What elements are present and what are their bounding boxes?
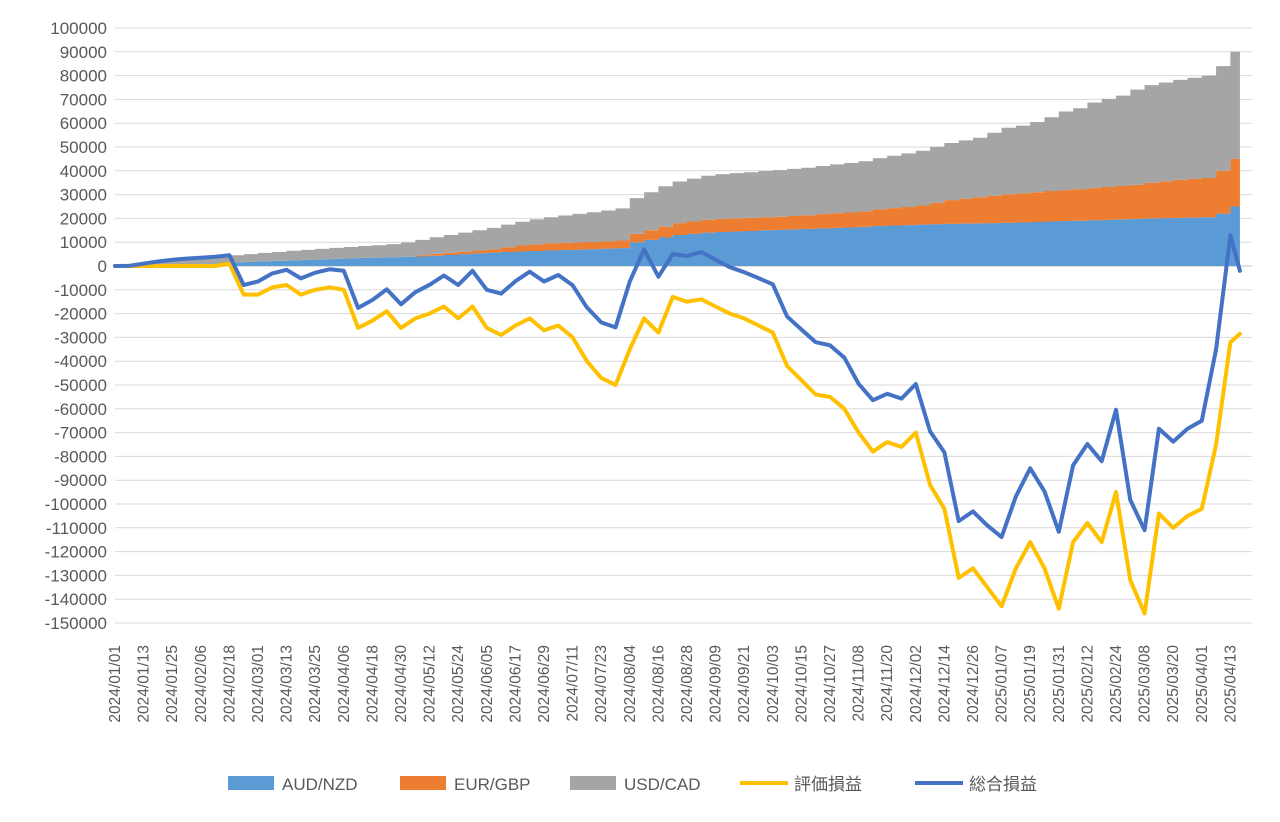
- x-tick-label: 2025/02/24: [1108, 645, 1125, 723]
- x-tick-label: 2024/02/18: [221, 645, 238, 723]
- x-tick-label: 2024/12/02: [908, 645, 925, 723]
- y-tick-label: -100000: [45, 495, 107, 514]
- x-tick-label: 2025/01/19: [1022, 645, 1039, 723]
- legend-item: 評価損益: [740, 775, 862, 794]
- y-tick-label: -20000: [54, 305, 107, 324]
- line-series-total-pnl: [113, 233, 1242, 540]
- y-tick-label: 70000: [60, 90, 107, 109]
- legend-swatch: [400, 776, 446, 790]
- y-tick-label: -80000: [54, 447, 107, 466]
- x-tick-label: 2024/04/06: [336, 645, 353, 723]
- x-tick-label: 2024/06/05: [479, 645, 496, 723]
- x-tick-label: 2024/03/01: [250, 645, 267, 723]
- legend-label: 評価損益: [794, 775, 862, 794]
- legend: AUD/NZD EUR/GBP USD/CAD 評価損益 総合損益: [228, 775, 1037, 794]
- y-tick-label: -150000: [45, 614, 107, 633]
- y-tick-label: 50000: [60, 138, 107, 157]
- y-tick-label: -50000: [54, 376, 107, 395]
- y-axis-tick-labels: -150000 -140000 -130000 -120000 -110000 -1000…: [45, 19, 107, 633]
- x-tick-label: 2025/01/31: [1051, 645, 1068, 723]
- x-tick-label: 2025/03/20: [1165, 645, 1182, 723]
- legend-swatch: [228, 776, 274, 790]
- x-tick-label: 2024/01/25: [164, 645, 181, 723]
- legend-item: AUD/NZD: [228, 775, 358, 794]
- x-tick-label: 2024/09/21: [736, 645, 753, 723]
- x-tick-label: 2024/08/16: [650, 645, 667, 723]
- y-tick-label: -60000: [54, 400, 107, 419]
- x-tick-label: 2025/02/12: [1079, 645, 1096, 723]
- x-tick-label: 2024/11/08: [851, 645, 868, 721]
- x-tick-label: 2024/01/13: [136, 645, 153, 723]
- line-series: [113, 233, 1242, 616]
- x-tick-label: 2024/03/13: [279, 645, 296, 723]
- x-tick-label: 2024/06/17: [507, 645, 524, 723]
- x-tick-label: 2025/03/08: [1137, 645, 1154, 723]
- x-tick-label: 2024/09/09: [708, 645, 725, 723]
- x-tick-label: 2024/10/15: [793, 645, 810, 723]
- x-tick-label: 2024/03/25: [307, 645, 324, 723]
- line-series-valuation-pnl: [113, 261, 1242, 616]
- x-tick-label: 2024/06/29: [536, 645, 553, 723]
- y-tick-label: -70000: [54, 424, 107, 443]
- legend-label: EUR/GBP: [454, 775, 531, 794]
- area-series-eur-gbp: [115, 151, 1240, 266]
- x-tick-label: 2024/05/12: [422, 645, 439, 723]
- y-tick-label: -90000: [54, 471, 107, 490]
- x-tick-label: 2024/01/01: [107, 645, 124, 723]
- x-axis-tick-labels: 2024/01/01 2024/01/13 2024/01/25 2024/02/06…: [107, 645, 1239, 723]
- legend-swatch: [570, 776, 616, 790]
- x-tick-label: 2024/10/27: [822, 645, 839, 723]
- legend-item: EUR/GBP: [400, 775, 531, 794]
- legend-label: AUD/NZD: [282, 775, 358, 794]
- y-tick-label: -30000: [54, 328, 107, 347]
- legend-item: 総合損益: [915, 775, 1037, 794]
- legend-label: USD/CAD: [624, 775, 701, 794]
- y-tick-label: 0: [98, 257, 107, 276]
- x-tick-label: 2025/01/07: [994, 645, 1011, 723]
- x-tick-label: 2024/08/28: [679, 645, 696, 723]
- y-tick-label: 80000: [60, 67, 107, 86]
- y-tick-label: -40000: [54, 352, 107, 371]
- y-tick-label: -110000: [46, 519, 107, 538]
- stacked-area-series: [115, 42, 1240, 266]
- y-tick-label: 100000: [50, 19, 107, 38]
- y-tick-label: -140000: [45, 590, 107, 609]
- y-tick-label: -120000: [45, 543, 107, 562]
- x-tick-label: 2024/08/04: [622, 645, 639, 723]
- y-tick-label: -130000: [45, 566, 107, 585]
- x-tick-label: 2025/04/01: [1194, 645, 1211, 723]
- x-tick-label: 2024/05/24: [450, 645, 467, 723]
- y-tick-label: 20000: [60, 209, 107, 228]
- x-tick-label: 2024/07/11: [565, 645, 582, 721]
- x-tick-label: 2024/10/03: [765, 645, 782, 723]
- y-tick-label: 90000: [60, 43, 107, 62]
- x-tick-label: 2024/12/14: [936, 645, 953, 723]
- x-tick-label: 2024/04/30: [393, 645, 410, 723]
- x-tick-label: 2024/04/18: [364, 645, 381, 723]
- legend-item: USD/CAD: [570, 775, 701, 794]
- y-tick-label: 60000: [60, 114, 107, 133]
- legend-label: 総合損益: [969, 775, 1037, 794]
- x-tick-label: 2025/04/13: [1222, 645, 1239, 723]
- x-tick-label: 2024/12/26: [965, 645, 982, 723]
- y-tick-label: 30000: [60, 186, 107, 205]
- x-tick-label: 2024/02/06: [193, 645, 210, 723]
- y-tick-label: 10000: [60, 233, 107, 252]
- y-tick-label: 40000: [60, 162, 107, 181]
- x-tick-label: 2024/07/23: [593, 645, 610, 723]
- x-tick-label: 2024/11/20: [879, 645, 896, 722]
- area-series-usd-cad: [115, 42, 1240, 266]
- y-tick-label: -10000: [54, 281, 107, 300]
